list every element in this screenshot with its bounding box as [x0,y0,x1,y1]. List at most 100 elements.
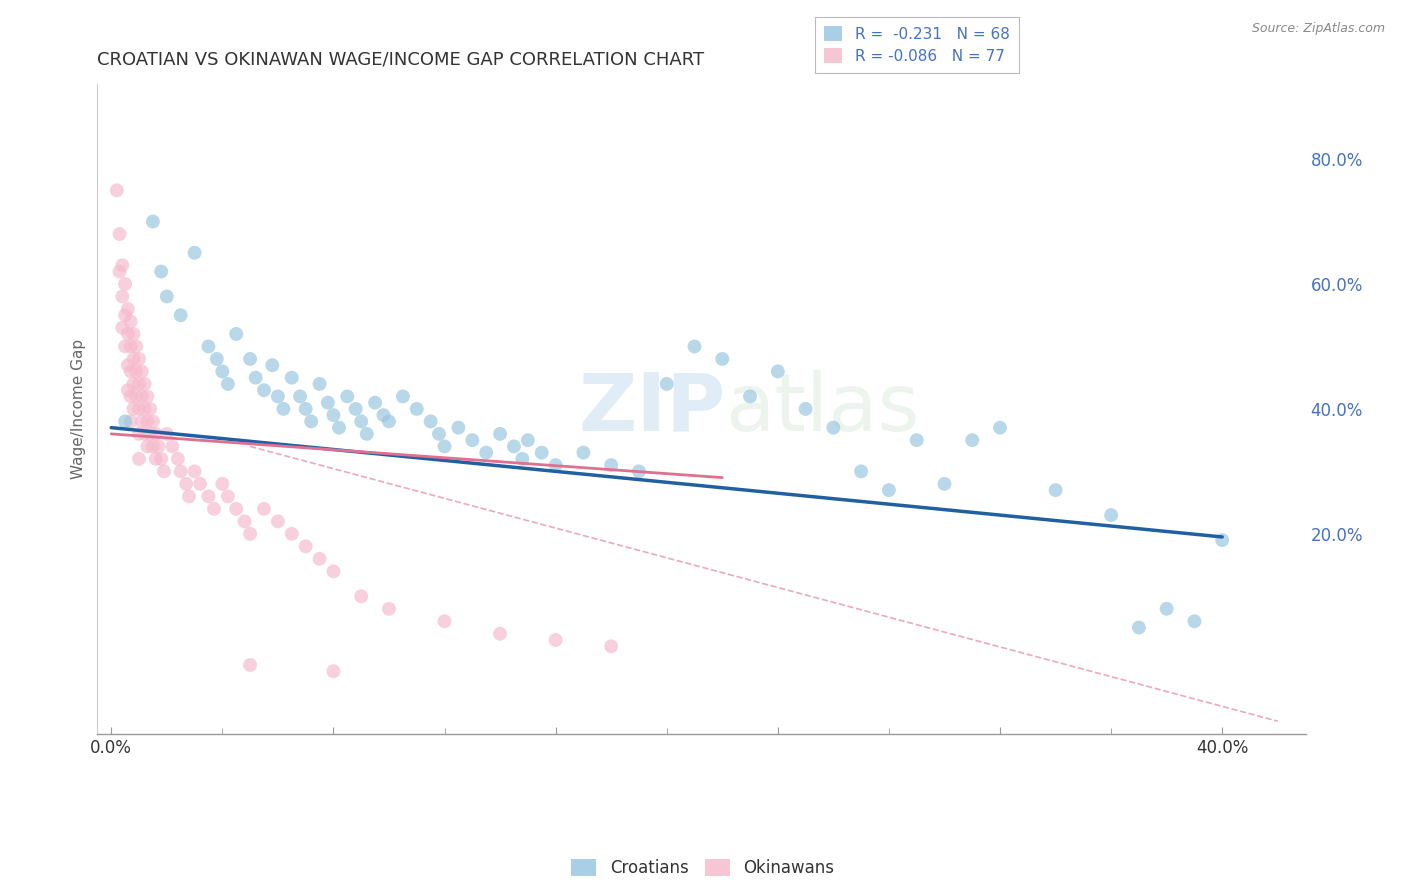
Point [108,227,131,241]
Point [131,414,153,428]
Point [111,320,134,334]
Point [197,339,219,353]
Point [1156,601,1178,615]
Point [245,370,267,384]
Point [288,389,311,403]
Point [503,439,526,453]
Point [167,451,190,466]
Y-axis label: Wage/Income Gap: Wage/Income Gap [72,339,86,479]
Point [117,358,139,372]
Point [148,439,170,453]
Point [156,426,179,441]
Point [120,364,142,378]
Point [655,376,678,391]
Point [766,364,789,378]
Point [142,414,165,428]
Point [111,258,134,272]
Point [322,564,344,578]
Text: Source: ZipAtlas.com: Source: ZipAtlas.com [1251,22,1385,36]
Point [267,389,290,403]
Point [239,351,262,366]
Point [145,451,167,466]
Point [322,408,344,422]
Point [239,526,262,541]
Point [114,277,136,291]
Point [125,364,148,378]
Point [1211,533,1233,547]
Point [934,476,956,491]
Point [139,401,162,416]
Point [253,501,276,516]
Point [211,364,233,378]
Text: ZIP: ZIP [578,370,725,448]
Point [211,476,233,491]
Point [356,426,378,441]
Point [136,439,159,453]
Point [128,451,150,466]
Point [114,308,136,322]
Point [117,383,139,397]
Point [128,426,150,441]
Point [905,433,928,447]
Point [122,401,145,416]
Point [433,439,456,453]
Point [350,589,373,603]
Point [142,439,165,453]
Point [683,339,706,353]
Point [600,458,623,472]
Point [1128,620,1150,634]
Point [253,383,276,397]
Text: atlas: atlas [725,370,920,448]
Point [267,514,290,528]
Point [308,551,330,566]
Point [350,414,373,428]
Point [433,614,456,628]
Point [170,464,193,478]
Point [378,601,401,615]
Legend: Croatians, Okinawans: Croatians, Okinawans [565,852,841,884]
Point [111,289,134,303]
Point [322,665,344,679]
Point [122,351,145,366]
Point [217,376,239,391]
Point [336,389,359,403]
Point [1099,508,1122,522]
Point [142,214,165,228]
Point [136,414,159,428]
Point [105,183,128,197]
Point [738,389,761,403]
Point [794,401,817,416]
Point [205,351,228,366]
Point [217,489,239,503]
Point [1045,483,1067,497]
Point [183,245,205,260]
Point [120,314,142,328]
Point [877,483,900,497]
Point [572,445,595,459]
Point [516,433,538,447]
Point [364,395,387,409]
Point [128,376,150,391]
Point [120,389,142,403]
Point [960,433,983,447]
Point [378,414,401,428]
Point [489,426,512,441]
Point [225,326,247,341]
Point [544,632,567,647]
Point [281,370,304,384]
Point [128,401,150,416]
Point [711,351,734,366]
Point [988,420,1011,434]
Point [419,414,441,428]
Point [1184,614,1206,628]
Point [427,426,450,441]
Point [328,420,350,434]
Point [405,401,427,416]
Point [125,339,148,353]
Point [273,401,295,416]
Point [239,658,262,673]
Point [114,414,136,428]
Point [170,308,193,322]
Point [188,476,211,491]
Point [150,451,173,466]
